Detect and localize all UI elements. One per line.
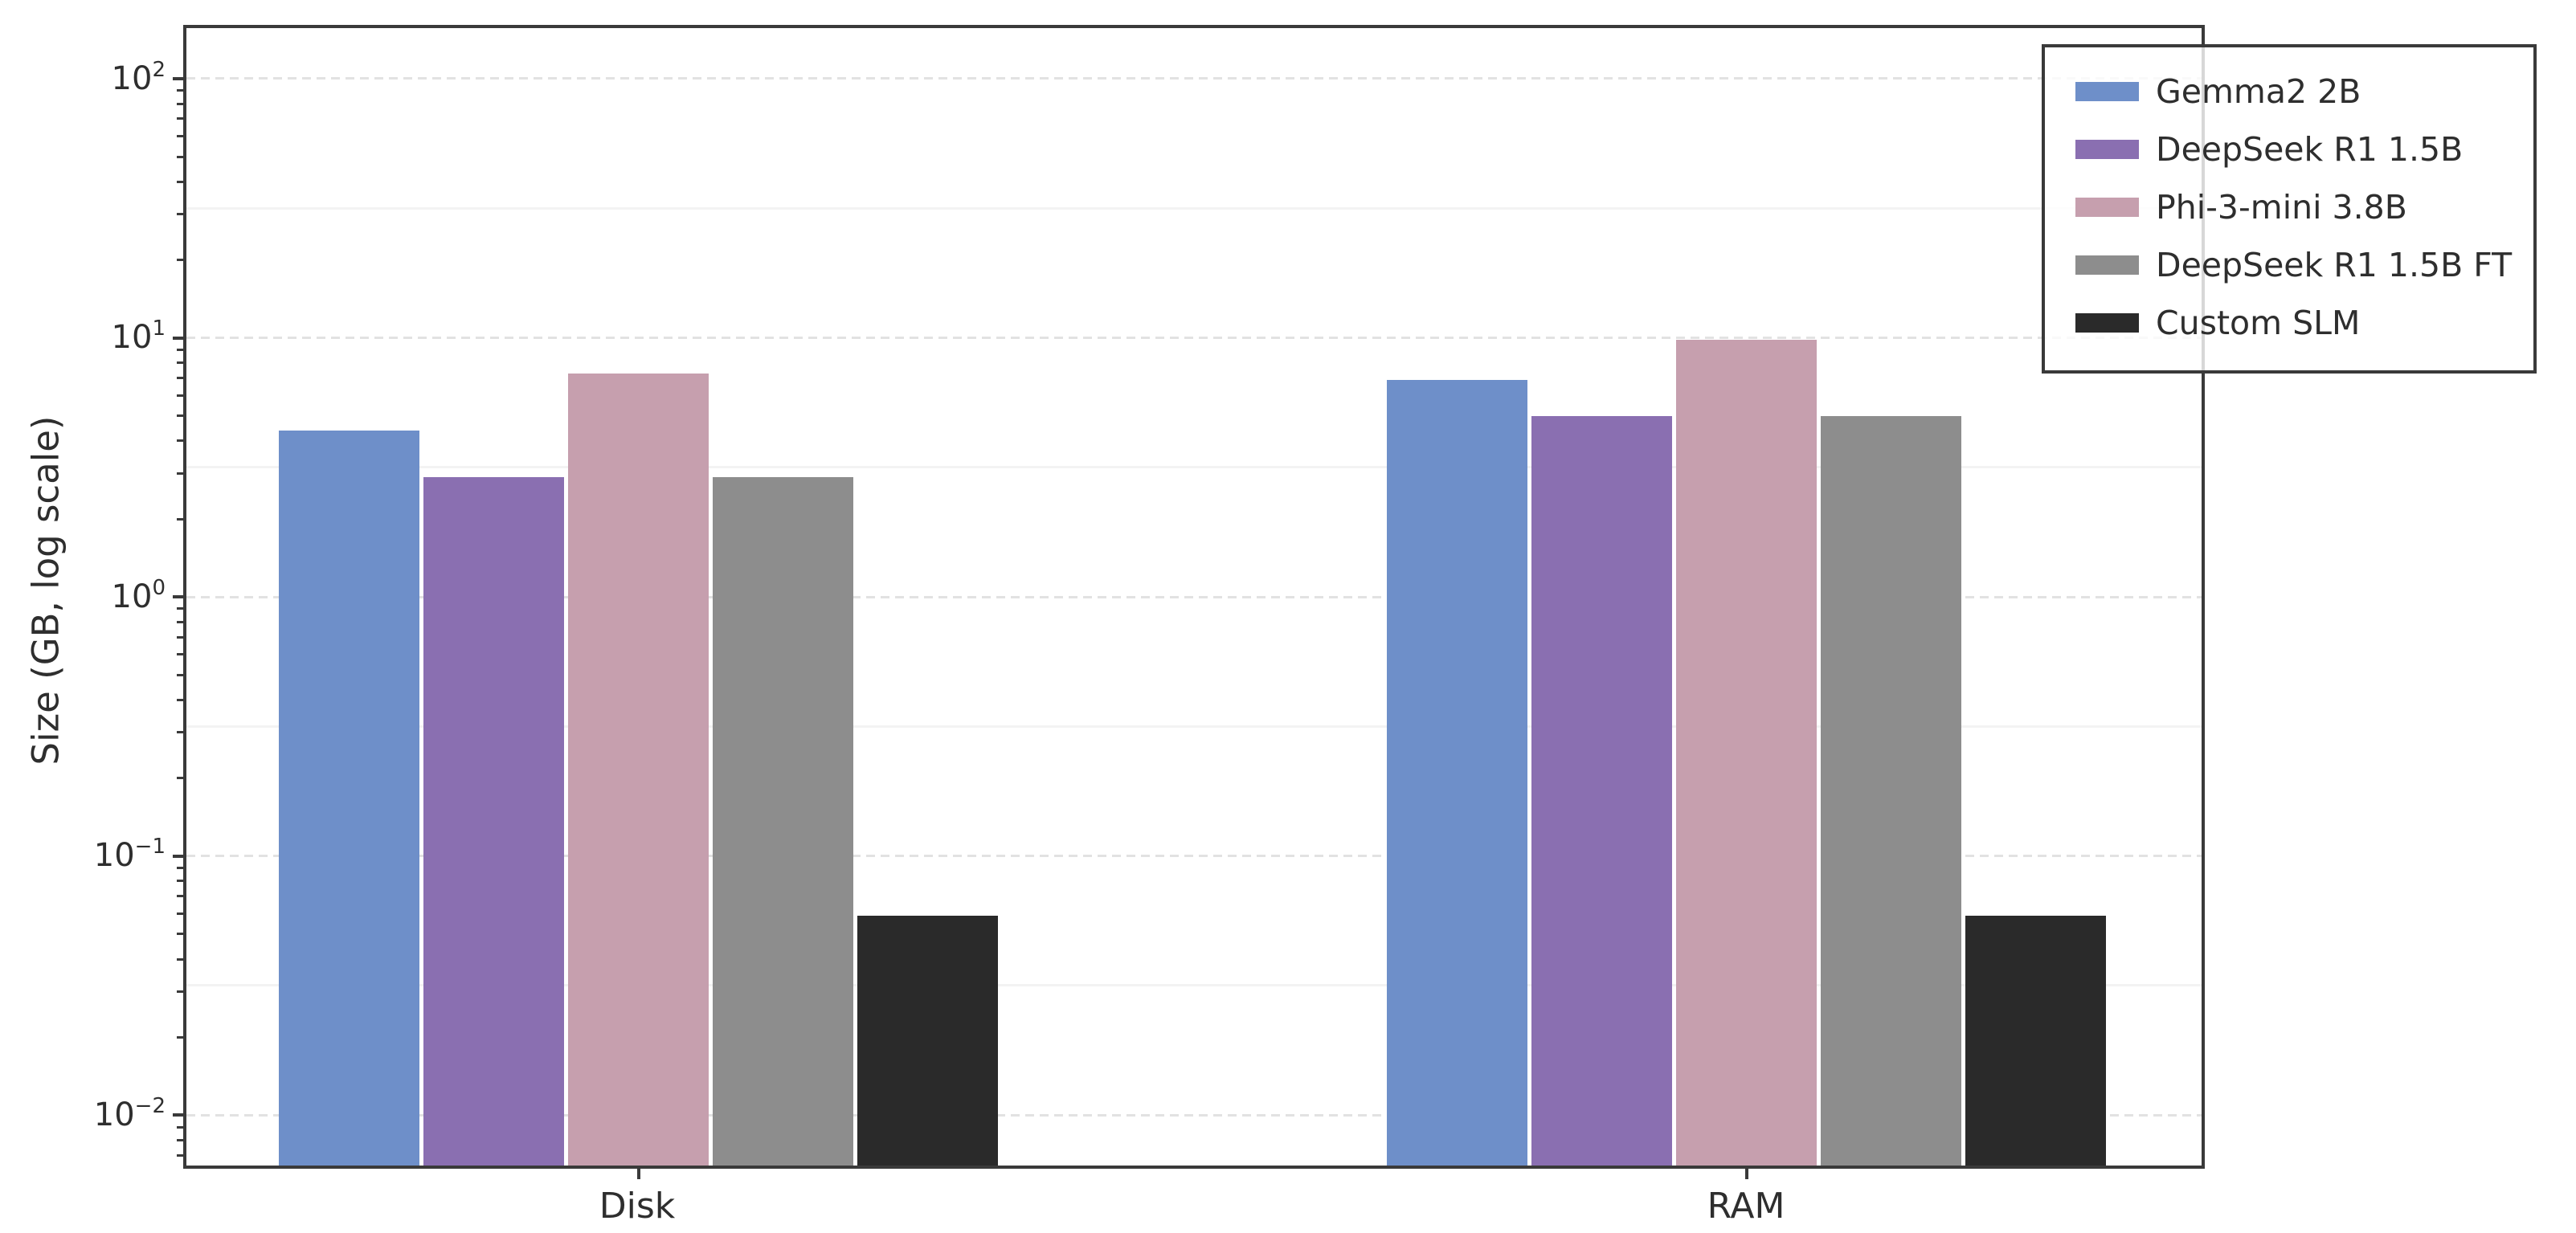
y-tick-major [173, 1113, 183, 1117]
y-tick-minor [177, 180, 183, 183]
y-tick-minor [177, 89, 183, 92]
bar-deepseek-r1-1-5b-disk [423, 476, 564, 1166]
y-tick-minor [177, 635, 183, 639]
y-gridline-major [186, 1113, 2202, 1117]
y-tick-minor [177, 777, 183, 780]
y-tick-label-100: 102 [0, 56, 166, 101]
y-tick-label-10: 101 [0, 315, 166, 360]
x-tick-label-ram: RAM [1707, 1186, 1785, 1227]
y-tick-minor [177, 394, 183, 397]
legend-swatch-gemma2-2b [2075, 82, 2139, 101]
y-tick-minor [177, 990, 183, 993]
legend-label: Gemma2 2B [2156, 72, 2361, 111]
y-tick-label-0.1: 10−1 [0, 833, 166, 878]
y-tick-minor [177, 1153, 183, 1157]
x-tick-ram [1744, 1169, 1748, 1179]
y-tick-minor [177, 1035, 183, 1039]
legend-swatch-phi-3-mini-3-8b [2075, 198, 2139, 217]
y-tick-minor [177, 957, 183, 961]
bar-deepseek-r1-1-5b-ft-ram [1821, 415, 1961, 1166]
y-tick-minor [177, 880, 183, 883]
bar-deepseek-r1-1-5b-ft-disk [713, 476, 853, 1166]
y-tick-minor [177, 135, 183, 138]
x-tick-label-disk: Disk [599, 1186, 676, 1227]
y-tick-major [173, 854, 183, 858]
bar-deepseek-r1-1-5b-ram [1531, 415, 1672, 1166]
y-tick-minor [177, 213, 183, 216]
y-tick-minor [177, 155, 183, 158]
y-tick-minor [177, 866, 183, 869]
x-tick-disk [636, 1169, 640, 1179]
y-tick-label-1: 100 [0, 574, 166, 619]
legend-label: DeepSeek R1 1.5B FT [2156, 246, 2513, 284]
y-gridline-major [186, 337, 2202, 340]
y-tick-minor [177, 933, 183, 936]
legend-row: Phi-3-mini 3.8B [2075, 178, 2533, 236]
y-tick-minor [177, 653, 183, 656]
y-tick-exponent: −2 [134, 1094, 166, 1118]
y-gridline-major [186, 77, 2202, 80]
y-gridline-minor [186, 466, 2202, 469]
y-tick-minor [177, 117, 183, 120]
y-tick-exponent: 1 [152, 316, 166, 341]
y-tick-base: 10 [111, 60, 153, 97]
y-tick-exponent: 0 [152, 576, 166, 600]
y-tick-minor [177, 377, 183, 379]
bar-gemma2-2b-disk [279, 430, 419, 1166]
y-tick-minor [177, 731, 183, 734]
bar-custom-slm-disk [857, 915, 998, 1166]
y-tick-minor [177, 620, 183, 623]
y-tick-minor [177, 698, 183, 701]
y-tick-exponent: −1 [134, 835, 166, 859]
bar-custom-slm-ram [1965, 915, 2106, 1166]
legend-row: DeepSeek R1 1.5B FT [2075, 236, 2533, 294]
y-tick-minor [177, 439, 183, 443]
y-tick-minor [177, 517, 183, 521]
y-tick-minor [177, 912, 183, 915]
legend: Gemma2 2B DeepSeek R1 1.5B Phi-3-mini 3.… [2042, 44, 2537, 374]
y-tick-minor [177, 472, 183, 475]
y-tick-base: 10 [93, 837, 135, 874]
legend-label: Custom SLM [2156, 304, 2361, 342]
y-gridline-minor [186, 984, 2202, 987]
y-gridline-major [186, 855, 2202, 858]
y-tick-base: 10 [111, 578, 153, 615]
y-tick-minor [177, 258, 183, 261]
y-tick-minor [177, 414, 183, 418]
bar-phi-3-mini-3-8b-disk [568, 373, 709, 1166]
y-tick-minor [177, 1125, 183, 1129]
legend-swatch-custom-slm [2075, 313, 2139, 333]
y-gridline-minor [186, 725, 2202, 728]
legend-row: Custom SLM [2075, 294, 2533, 352]
y-tick-minor [177, 1139, 183, 1142]
y-tick-label-0.01: 10−2 [0, 1092, 166, 1137]
y-tick-base: 10 [93, 1096, 135, 1133]
y-tick-base: 10 [111, 319, 153, 356]
legend-label: Phi-3-mini 3.8B [2156, 188, 2407, 227]
y-tick-minor [177, 348, 183, 351]
y-gridline-minor [186, 206, 2202, 210]
legend-row: DeepSeek R1 1.5B [2075, 120, 2533, 178]
y-tick-minor [177, 102, 183, 105]
y-tick-major [173, 595, 183, 599]
bar-phi-3-mini-3-8b-ram [1676, 340, 1817, 1166]
legend-swatch-deepseek-r1-1-5b-ft [2075, 255, 2139, 275]
legend-label: DeepSeek R1 1.5B [2156, 130, 2464, 169]
legend-row: Gemma2 2B [2075, 63, 2533, 120]
y-tick-exponent: 2 [152, 58, 166, 82]
y-tick-minor [177, 607, 183, 610]
bar-gemma2-2b-ram [1387, 379, 1527, 1166]
y-gridline-major [186, 595, 2202, 598]
y-tick-major [173, 76, 183, 80]
y-tick-minor [177, 361, 183, 365]
y-tick-major [173, 336, 183, 340]
legend-swatch-deepseek-r1-1-5b [2075, 140, 2139, 159]
y-tick-minor [177, 673, 183, 676]
y-tick-minor [177, 895, 183, 898]
